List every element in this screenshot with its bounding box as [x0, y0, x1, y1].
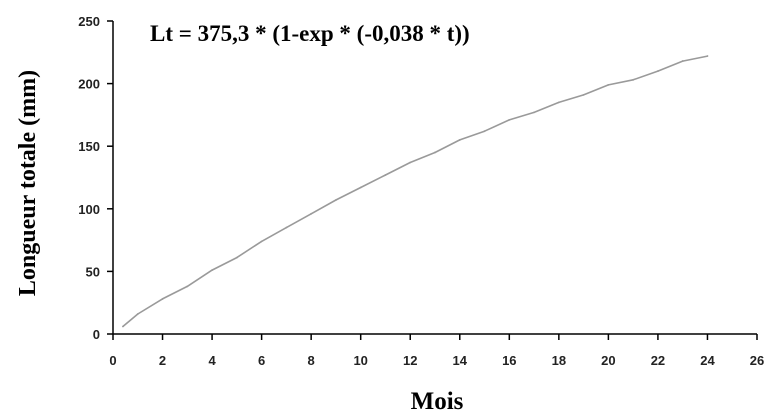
x-tick-label: 16	[502, 353, 516, 368]
data-point	[409, 161, 412, 164]
x-tick-label: 2	[159, 353, 166, 368]
x-tick-label: 14	[453, 353, 468, 368]
growth-curve-line	[122, 55, 708, 328]
data-point	[285, 226, 288, 229]
data-point	[235, 256, 238, 259]
data-point	[681, 60, 684, 62]
y-tick-label: 150	[78, 139, 100, 154]
data-point	[706, 55, 709, 57]
data-point	[335, 199, 337, 201]
y-tick-label: 50	[86, 264, 100, 279]
x-tick-label: 10	[353, 353, 367, 368]
data-point	[384, 174, 387, 176]
y-tick-label: 100	[78, 202, 100, 217]
x-tick-label: 4	[208, 353, 216, 368]
data-point	[508, 119, 511, 121]
data-point	[533, 111, 535, 114]
x-tick-label: 12	[403, 353, 417, 368]
x-tick-label: 18	[552, 353, 566, 368]
x-tick-label: 26	[750, 353, 764, 368]
data-point	[582, 93, 585, 96]
data-point	[122, 325, 124, 328]
chart-title-equation: Lt = 375,3 * (1-exp * (-0,038 * t))	[150, 21, 470, 46]
data-point	[557, 101, 560, 104]
x-tick-label: 8	[308, 353, 315, 368]
data-point	[310, 212, 313, 215]
x-tick-label: 22	[651, 353, 665, 368]
y-tick-label: 250	[78, 14, 100, 29]
y-tick-label: 0	[93, 327, 100, 342]
data-point	[136, 313, 139, 315]
data-point	[483, 130, 486, 133]
data-point	[260, 240, 263, 243]
y-axis-title: Longueur totale (mm)	[15, 70, 41, 296]
data-point	[607, 83, 610, 86]
x-tick-label: 20	[601, 353, 615, 368]
data-point	[186, 285, 189, 288]
data-point	[458, 139, 461, 141]
x-tick-label: 24	[700, 353, 715, 368]
x-axis-title: Mois	[411, 388, 464, 415]
data-point	[211, 269, 213, 272]
data-point	[657, 70, 659, 72]
data-point	[359, 186, 362, 189]
data-point	[434, 151, 436, 154]
x-tick-label: 6	[258, 353, 265, 368]
data-point	[632, 78, 635, 81]
y-tick-label: 200	[78, 77, 100, 92]
x-tick-label: 0	[109, 353, 116, 368]
data-point	[161, 298, 164, 300]
